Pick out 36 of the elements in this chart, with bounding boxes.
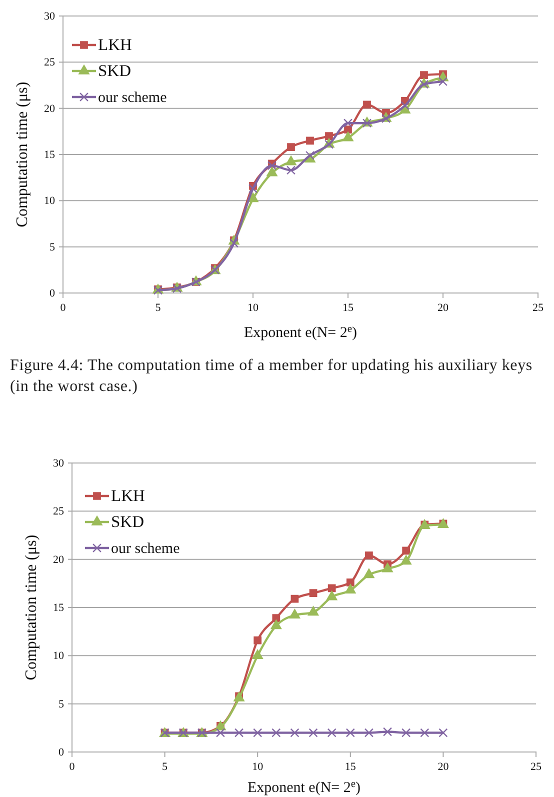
legend-label: our scheme: [111, 541, 180, 557]
y-tick-label: 15: [44, 149, 56, 162]
x-axis-title: Exponent e(N= 2$^{e}$): [247, 778, 361, 796]
x-tick-label: 10: [252, 760, 264, 773]
x-tick-label: 25: [532, 302, 544, 314]
x-axis-title: Exponent e(N= 2$^{e}$): [244, 324, 358, 341]
y-tick-label: 5: [58, 698, 64, 710]
y-tick-label: 25: [53, 506, 64, 518]
y-tick-label: 20: [44, 102, 56, 115]
legend-label: LKH: [111, 486, 145, 505]
y-tick-label: 20: [53, 554, 64, 566]
x-tick-label: 15: [342, 302, 354, 314]
x-tick-label: 0: [69, 760, 76, 773]
y-tick-label: 30: [44, 10, 56, 23]
y-tick-label: 5: [50, 241, 56, 254]
x-tick-label: 10: [248, 302, 259, 314]
caption: Figure 4.4: The computation time of a member for updating his auxiliary keys (in the worst case.): [9, 356, 534, 397]
y-tick-label: 10: [44, 195, 56, 208]
legend-label: SKD: [98, 61, 132, 80]
y-tick-label: 30: [53, 458, 64, 470]
y-tick-label: 10: [53, 650, 64, 662]
y-tick-label: 0: [58, 746, 64, 759]
legend-label: our scheme: [98, 90, 168, 106]
legend-label: LKH: [98, 35, 132, 54]
x-tick-label: 15: [344, 760, 356, 773]
x-tick-label: 25: [530, 760, 542, 773]
x-tick-label: 5: [155, 302, 162, 314]
y-tick-label: 15: [53, 602, 64, 614]
y-tick-label: 0: [50, 288, 56, 300]
y-axis-title: Computation time (μs): [14, 82, 31, 228]
x-tick-label: 5: [162, 760, 168, 773]
x-tick-label: 20: [438, 302, 449, 314]
y-tick-label: 25: [44, 56, 56, 69]
y-axis-title: Computation time (μs): [23, 534, 40, 680]
legend-label: SKD: [111, 512, 144, 531]
x-tick-label: 20: [438, 760, 450, 773]
